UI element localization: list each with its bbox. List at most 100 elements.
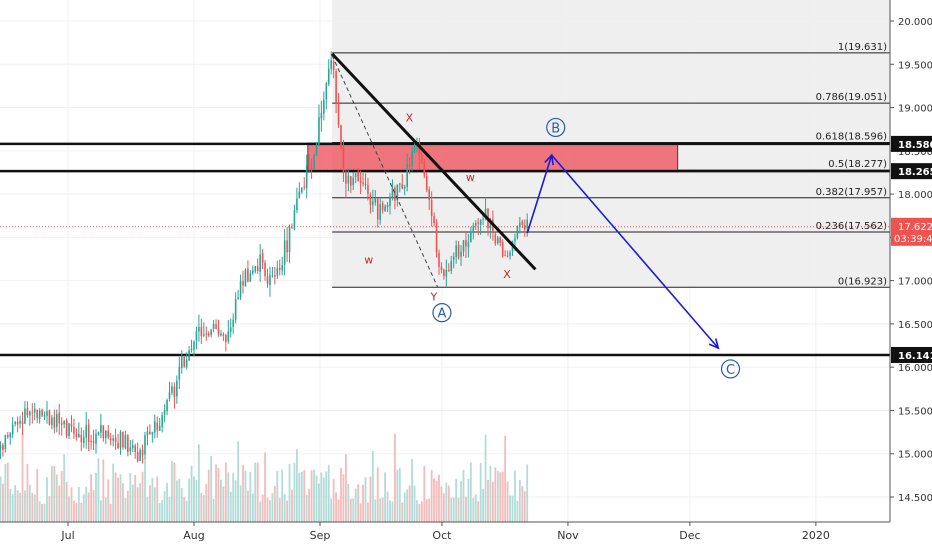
- candle-body: [144, 435, 146, 455]
- volume-bar: [70, 487, 73, 522]
- volume-bar: [146, 496, 149, 522]
- supply-zone: [307, 142, 679, 173]
- candle-body: [457, 244, 460, 258]
- volume-bar: [396, 469, 399, 522]
- candle-body: [470, 231, 472, 243]
- volume-bar: [494, 467, 497, 522]
- candle-body: [519, 222, 521, 227]
- volume-bar: [269, 500, 271, 522]
- circled-label-ring: [720, 359, 741, 379]
- x-tick-label: Dec: [679, 529, 700, 542]
- candle-body: [183, 357, 185, 367]
- volume-bar: [65, 481, 68, 522]
- volume-bar: [68, 496, 70, 522]
- volume-bar: [300, 471, 303, 522]
- candle-body: [516, 226, 519, 239]
- volume-bar: [364, 477, 367, 522]
- volume-bar: [97, 458, 100, 522]
- projection-arrow-down-head: [708, 338, 720, 350]
- volume-bar: [288, 464, 291, 522]
- candle-body: [46, 411, 48, 416]
- volume-bar: [251, 493, 254, 522]
- fib-level-label: 0.236(17.562): [816, 221, 888, 232]
- volume-bar: [100, 500, 102, 522]
- candle-body: [229, 327, 232, 332]
- volume-bar: [178, 479, 181, 522]
- candle-body: [78, 434, 80, 437]
- volume-bar: [379, 498, 382, 522]
- candle-body: [151, 431, 154, 435]
- candle-body: [56, 414, 58, 427]
- candle-body: [433, 215, 435, 224]
- fib-level-label: 0.786(19.051): [816, 92, 888, 103]
- candle-body: [75, 433, 78, 437]
- candle-body: [212, 323, 215, 329]
- candle-body: [43, 415, 46, 417]
- candle-body: [379, 204, 381, 220]
- volume-bar: [55, 474, 58, 522]
- candle-body: [438, 253, 440, 267]
- volume-bar: [28, 484, 31, 522]
- volume-bar: [36, 469, 39, 522]
- volume-bar: [327, 464, 330, 522]
- candle-body: [205, 333, 208, 335]
- volume-bar: [430, 470, 433, 522]
- y-tick-label: 16.500: [898, 320, 932, 331]
- current-price-tag: [891, 217, 932, 246]
- volume-bar: [514, 470, 516, 522]
- candle-body: [131, 445, 134, 449]
- projection-arrow-down: [551, 154, 719, 349]
- volume-bar: [313, 469, 315, 522]
- candle-body: [259, 254, 261, 272]
- volume-bar: [413, 485, 416, 522]
- candle-body: [129, 447, 132, 452]
- volume-bar: [153, 487, 156, 522]
- volume-bar: [43, 503, 46, 522]
- volume-bar: [462, 469, 465, 522]
- volume-bar: [109, 503, 112, 522]
- volume-bar: [362, 484, 364, 522]
- wave-label: X: [503, 268, 511, 281]
- volume-bar: [467, 478, 470, 522]
- volume-bar: [318, 483, 320, 522]
- candle-body: [210, 329, 212, 336]
- volume-bar: [489, 465, 492, 522]
- volume-bar: [151, 477, 154, 522]
- volume-bar: [107, 479, 110, 522]
- volume-bar: [296, 449, 298, 522]
- wave-label: w: [364, 253, 373, 266]
- volume-bar: [63, 454, 66, 522]
- candle-body: [68, 423, 70, 436]
- volume-bar: [41, 503, 43, 522]
- volume-bar: [371, 450, 374, 522]
- volume-bar: [259, 501, 262, 522]
- volume-bar: [281, 469, 284, 522]
- candle-body: [48, 410, 51, 425]
- y-tick-label: 18.500: [898, 147, 932, 158]
- candle-body: [117, 442, 119, 449]
- candle-body: [445, 269, 448, 277]
- candle-body: [497, 237, 499, 243]
- volume-bar: [479, 463, 482, 522]
- candle-body: [418, 143, 421, 156]
- y-tick-label: 18.000: [898, 190, 932, 201]
- candle-body: [318, 117, 320, 145]
- candle-body: [222, 334, 225, 336]
- volume-bar: [435, 480, 438, 522]
- candle-body: [325, 83, 328, 100]
- volume-bar: [398, 468, 401, 522]
- volume-bar: [185, 501, 188, 522]
- y-tick-label: 17.000: [898, 277, 932, 288]
- candle-body: [14, 422, 16, 425]
- candle-body: [345, 172, 347, 184]
- volume-bar: [291, 489, 293, 522]
- circled-label: B: [551, 121, 560, 136]
- candle-body: [288, 226, 291, 252]
- y-tick-label: 19.000: [898, 104, 932, 115]
- candle-body: [254, 266, 257, 272]
- candle-body: [460, 251, 462, 257]
- volume-bar: [303, 470, 306, 522]
- candle-body: [122, 431, 124, 448]
- x-tick-label: Oct: [432, 529, 452, 542]
- volume-bar: [117, 477, 119, 522]
